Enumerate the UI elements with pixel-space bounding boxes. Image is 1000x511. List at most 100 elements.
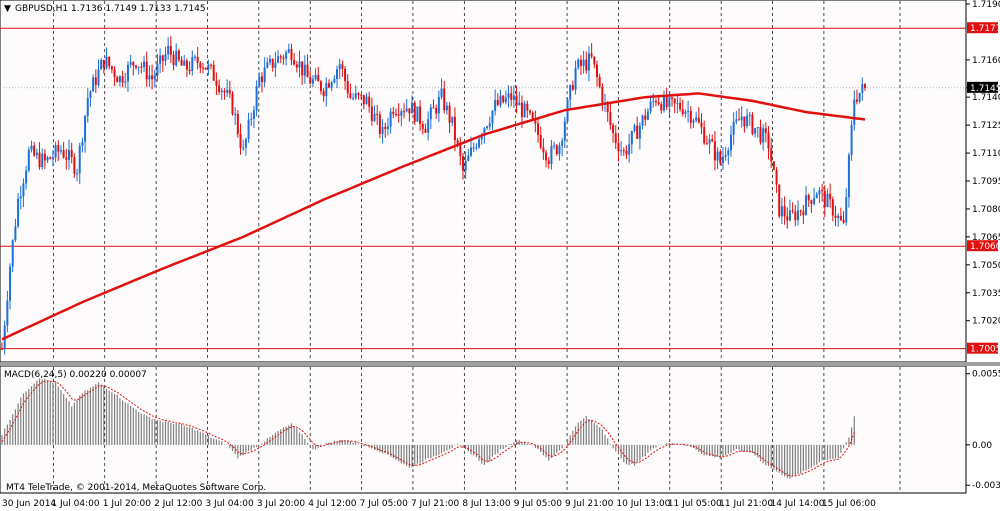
candle-body bbox=[671, 97, 674, 99]
candle-body bbox=[169, 45, 172, 55]
candle-body bbox=[212, 64, 215, 81]
candle-body bbox=[622, 150, 625, 152]
candle-body bbox=[679, 103, 682, 110]
candle-body bbox=[845, 197, 848, 223]
candle-body bbox=[470, 147, 473, 156]
candle-body bbox=[499, 95, 502, 105]
candle-body bbox=[729, 134, 732, 151]
candle-body bbox=[172, 54, 175, 66]
candle-body bbox=[732, 121, 735, 135]
pane-splitter[interactable] bbox=[0, 362, 1000, 366]
candle-body bbox=[180, 59, 183, 66]
candle-body bbox=[419, 106, 422, 124]
candle-body bbox=[223, 90, 226, 93]
time-label: 9 Jul 21:00 bbox=[565, 499, 614, 509]
candle-body bbox=[703, 127, 706, 144]
candle-body bbox=[185, 60, 188, 70]
candle-body bbox=[108, 56, 111, 67]
candle-body bbox=[210, 64, 213, 66]
candle-body bbox=[306, 64, 309, 78]
candle-body bbox=[507, 93, 510, 98]
candle-body bbox=[35, 152, 38, 156]
candle-body bbox=[574, 67, 577, 90]
candle-body bbox=[277, 56, 280, 63]
candle-body bbox=[818, 190, 821, 195]
candle-body bbox=[27, 149, 30, 171]
candle-body bbox=[202, 67, 205, 69]
candle-body bbox=[129, 62, 132, 65]
candle-body bbox=[43, 153, 46, 161]
candle-body bbox=[558, 145, 561, 155]
candle-body bbox=[633, 125, 636, 132]
candle-body bbox=[569, 85, 572, 100]
candle-body bbox=[140, 66, 143, 68]
candle-body bbox=[649, 101, 652, 112]
candle-body bbox=[298, 61, 301, 68]
time-label: 1 Jul 04:00 bbox=[51, 499, 100, 509]
time-label: 3 Jul 20:00 bbox=[257, 499, 306, 509]
candle-body bbox=[46, 157, 49, 161]
candle-body bbox=[628, 144, 631, 155]
candle-body bbox=[831, 199, 834, 216]
level-label: 1.7005 bbox=[970, 345, 1000, 355]
candle-body bbox=[100, 59, 103, 70]
price-pane[interactable] bbox=[0, 0, 967, 363]
candle-body bbox=[625, 150, 628, 155]
candle-body bbox=[97, 69, 100, 85]
candle-body bbox=[258, 76, 261, 87]
candle-body bbox=[164, 54, 167, 62]
candle-body bbox=[394, 114, 397, 116]
candle-body bbox=[368, 96, 371, 107]
candle-body bbox=[424, 129, 427, 133]
candle-body bbox=[738, 119, 741, 121]
macd-tick-label: -0.00313 bbox=[972, 481, 1000, 491]
candle-body bbox=[684, 111, 687, 114]
candle-body bbox=[601, 86, 604, 104]
candle-body bbox=[333, 78, 336, 83]
candle-body bbox=[791, 210, 794, 212]
candle-body bbox=[196, 56, 199, 63]
candle-body bbox=[700, 122, 703, 128]
price-tick-label: 1.7110 bbox=[972, 149, 1000, 159]
candle-body bbox=[518, 102, 521, 106]
candle-body bbox=[9, 266, 12, 301]
candle-body bbox=[327, 83, 330, 88]
candle-body bbox=[239, 133, 242, 148]
candle-body bbox=[397, 114, 400, 116]
macd-pane[interactable] bbox=[0, 365, 967, 494]
candle-body bbox=[384, 126, 387, 130]
candle-body bbox=[113, 69, 116, 78]
candle-body bbox=[783, 206, 786, 217]
candle-body bbox=[861, 84, 864, 93]
candle-body bbox=[285, 52, 288, 59]
current-price-box bbox=[967, 81, 998, 93]
price-tick-label: 1.7190 bbox=[972, 0, 1000, 10]
candle-body bbox=[250, 118, 253, 120]
candle-body bbox=[76, 173, 79, 175]
candle-body bbox=[41, 153, 44, 168]
candle-body bbox=[657, 102, 660, 105]
time-label: 30 Jun 2014 bbox=[2, 499, 56, 509]
candle-body bbox=[494, 100, 497, 111]
time-label: 11 Jul 21:00 bbox=[719, 499, 773, 509]
candle-body bbox=[810, 200, 813, 204]
candle-body bbox=[309, 77, 312, 84]
candle-body bbox=[614, 133, 617, 143]
candle-body bbox=[352, 97, 355, 99]
candle-body bbox=[488, 123, 491, 127]
candle-body bbox=[767, 132, 770, 149]
candle-body bbox=[687, 110, 690, 112]
candle-body bbox=[587, 53, 590, 71]
time-label: 3 Jul 04:00 bbox=[205, 499, 254, 509]
candle-body bbox=[646, 111, 649, 120]
chart-menu-arrow[interactable]: ▼ bbox=[4, 4, 11, 14]
candle-body bbox=[161, 55, 164, 62]
candle-body bbox=[786, 216, 789, 221]
candle-body bbox=[821, 190, 824, 192]
candle-body bbox=[689, 110, 692, 123]
candle-body bbox=[156, 63, 159, 76]
time-label: 15 Jul 06:00 bbox=[822, 499, 876, 509]
candle-body bbox=[381, 126, 384, 134]
candle-body bbox=[563, 121, 566, 141]
